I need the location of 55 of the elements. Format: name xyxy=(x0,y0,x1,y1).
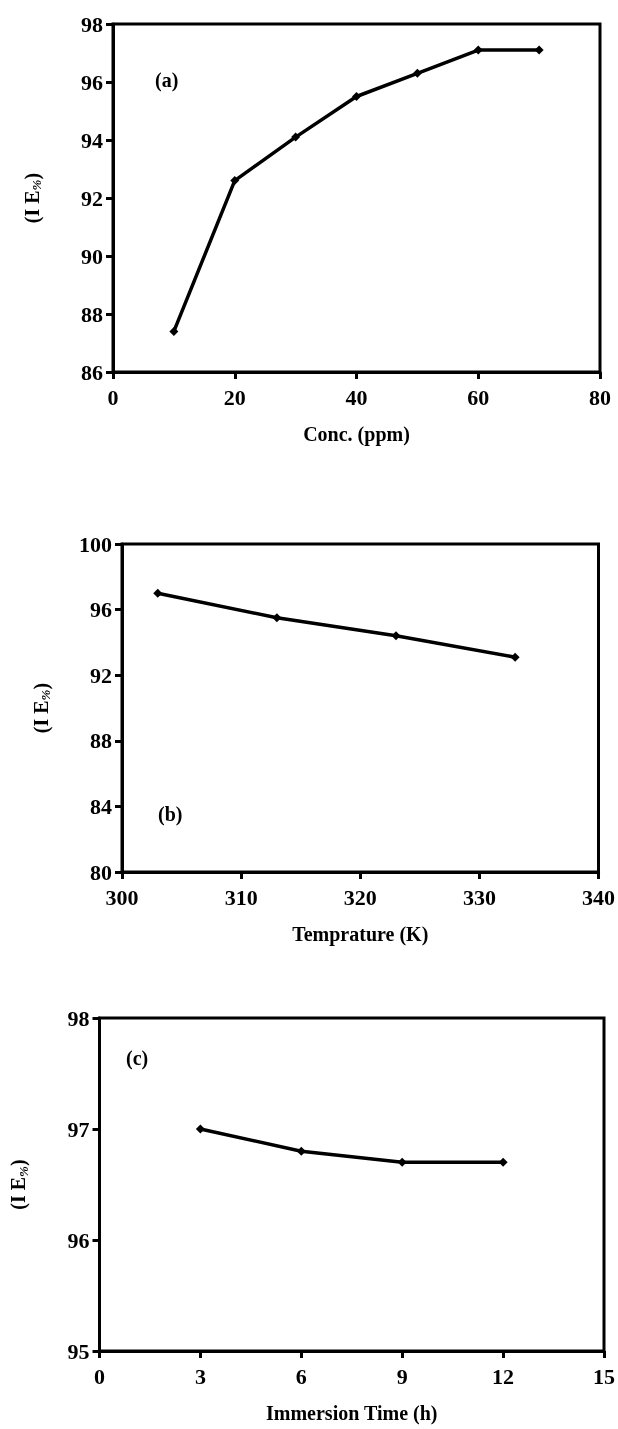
x-tick-label: 330 xyxy=(462,884,496,910)
y-axis-title: (I E%) xyxy=(7,1159,31,1210)
point xyxy=(412,68,422,78)
point xyxy=(195,1124,205,1134)
y-tick-label: 96 xyxy=(81,69,103,95)
annotation: (c) xyxy=(126,1047,149,1070)
y-tick-label: 88 xyxy=(81,301,103,327)
point xyxy=(391,631,401,641)
annotation: (a) xyxy=(155,69,179,92)
y-axis-title: (I E%) xyxy=(20,172,44,224)
y-tick-label: 88 xyxy=(90,728,112,754)
x-tick-label: 320 xyxy=(343,884,377,910)
point xyxy=(230,176,240,186)
x-tick-label: 6 xyxy=(295,1363,307,1389)
y-tick-label: 96 xyxy=(67,1227,90,1253)
point xyxy=(291,132,301,142)
y-tick-label: 100 xyxy=(79,531,112,557)
y-axis-title: (I E%) xyxy=(29,682,53,734)
y-tick-label: 94 xyxy=(81,127,103,153)
point xyxy=(473,45,483,55)
point xyxy=(510,652,520,662)
x-tick-label: 20 xyxy=(223,384,246,410)
x-tick-label: 0 xyxy=(107,384,119,410)
y-tick-label: 97 xyxy=(67,1116,90,1142)
x-tick-label: 40 xyxy=(345,384,368,410)
x-tick-label: 3 xyxy=(194,1363,206,1389)
point xyxy=(153,588,163,598)
y-tick-label: 92 xyxy=(81,185,103,211)
annotation: (b) xyxy=(158,803,183,826)
point xyxy=(169,326,179,336)
point xyxy=(296,1146,306,1156)
point xyxy=(352,92,361,101)
y-tick-label: 96 xyxy=(90,597,112,623)
y-tick-label: 84 xyxy=(90,793,112,819)
x-tick-label: 60 xyxy=(467,384,490,410)
y-tick-label: 92 xyxy=(90,662,112,688)
x-tick-label: 80 xyxy=(589,384,611,410)
x-tick-label: 15 xyxy=(593,1363,615,1389)
x-axis-title: Immersion Time (h) xyxy=(266,1402,438,1425)
y-tick-label: 95 xyxy=(67,1338,90,1364)
y-tick-label: 98 xyxy=(67,1005,90,1031)
point xyxy=(272,613,282,623)
x-tick-label: 0 xyxy=(94,1363,105,1389)
x-tick-label: 300 xyxy=(105,884,139,910)
x-axis-title: Conc. (ppm) xyxy=(303,423,410,446)
x-tick-label: 12 xyxy=(492,1363,515,1389)
x-tick-label: 9 xyxy=(396,1363,408,1389)
point xyxy=(397,1157,407,1167)
y-tick-label: 90 xyxy=(81,243,103,269)
x-tick-label: 340 xyxy=(582,884,615,910)
x-tick-label: 310 xyxy=(224,884,258,910)
y-tick-label: 86 xyxy=(81,359,103,385)
y-tick-label: 80 xyxy=(90,859,112,885)
x-axis-title: Temprature (K) xyxy=(292,923,429,946)
y-tick-label: 98 xyxy=(81,11,103,37)
